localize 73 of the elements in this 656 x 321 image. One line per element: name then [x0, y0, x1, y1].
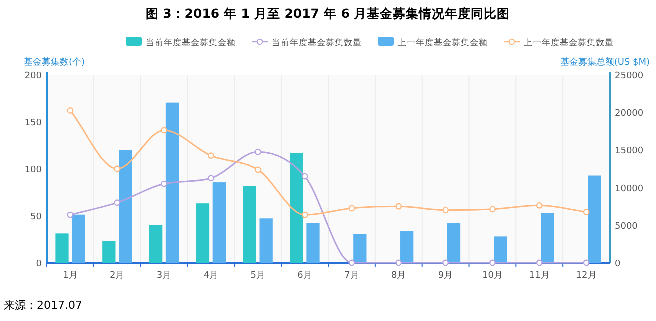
x-tick-label: 4月 — [204, 271, 219, 281]
y2-tick-label: 10000 — [615, 184, 644, 194]
bar — [196, 204, 210, 263]
point — [396, 260, 402, 266]
point — [442, 260, 449, 266]
x-tick-label: 1月 — [63, 271, 78, 281]
y2-tick-label: 20000 — [615, 109, 644, 120]
bar — [447, 223, 461, 263]
bar — [290, 153, 304, 263]
y2-axis-title: 基金募集总额(US $M) — [560, 57, 650, 68]
point — [254, 148, 262, 156]
point — [208, 152, 214, 160]
point — [208, 175, 214, 182]
bar — [400, 231, 414, 263]
bar — [260, 218, 273, 263]
bar — [102, 241, 116, 263]
x-tick-label: 12月 — [576, 271, 597, 281]
bar — [306, 223, 320, 263]
point — [583, 260, 590, 266]
point — [348, 205, 356, 212]
point — [114, 166, 121, 172]
x-tick-label: 11月 — [529, 271, 550, 281]
point — [161, 180, 168, 188]
point — [490, 260, 496, 266]
bar — [166, 102, 180, 263]
bar — [72, 214, 86, 263]
y-tick-label: 200 — [24, 72, 42, 82]
x-tick-label: 7月 — [344, 271, 360, 281]
y2-tick-label: 5000 — [615, 222, 638, 232]
legend-label: 上一年度基金募集数量 — [524, 38, 614, 48]
x-tick-label: 10月 — [482, 271, 503, 281]
point — [161, 127, 168, 134]
point — [302, 173, 308, 180]
bar — [541, 213, 554, 263]
chart-title: 图 3：2016 年 1 月至 2017 年 6 月基金募集情况年度同比图 — [146, 6, 510, 21]
point — [67, 108, 74, 114]
point — [302, 212, 308, 218]
point — [536, 260, 543, 266]
source-note: 来源：2017.07 — [4, 299, 82, 312]
bar — [212, 182, 226, 263]
y-axis-title: 基金募集数(个) — [24, 57, 86, 68]
bar — [119, 150, 132, 263]
bar — [494, 236, 508, 263]
bar — [354, 234, 367, 263]
x-tick-label: 6月 — [298, 271, 312, 281]
point — [536, 202, 543, 209]
y2-tick-label: 0 — [615, 260, 621, 270]
bar — [588, 176, 602, 263]
point — [490, 206, 496, 213]
point — [67, 212, 74, 218]
x-tick-label: 3月 — [156, 271, 172, 281]
point — [254, 166, 262, 174]
bar — [56, 234, 69, 263]
point — [396, 203, 402, 210]
x-tick-label: 9月 — [438, 271, 454, 281]
legend-label: 当前年度基金募集数量 — [272, 38, 362, 48]
point — [442, 207, 449, 214]
point — [583, 209, 590, 216]
y-tick-label: 0 — [36, 260, 42, 270]
y-tick-label: 150 — [24, 118, 42, 128]
x-tick-label: 8月 — [392, 271, 406, 281]
point — [114, 200, 121, 206]
y-tick-label: 100 — [24, 166, 42, 176]
x-tick-label: 2月 — [110, 271, 125, 281]
bar — [243, 186, 256, 263]
y2-tick-label: 15000 — [615, 146, 644, 157]
y-tick-label: 50 — [30, 212, 42, 222]
point — [348, 260, 356, 266]
legend-label: 上一年度基金募集金额 — [398, 38, 488, 48]
bar — [150, 225, 163, 263]
legend-label: 当前年度基金募集金额 — [146, 38, 236, 48]
y2-tick-label: 25000 — [615, 72, 644, 82]
x-tick-label: 5月 — [250, 271, 266, 281]
